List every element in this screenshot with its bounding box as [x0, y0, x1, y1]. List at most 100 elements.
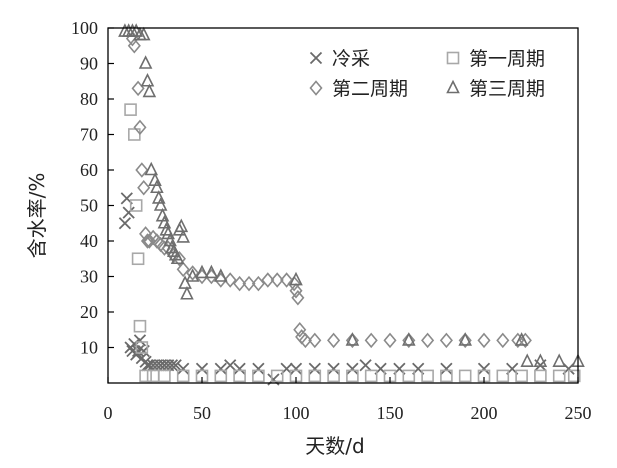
data-point: [131, 252, 145, 266]
data-point: [477, 332, 491, 349]
data-point: [345, 332, 360, 346]
data-point: [359, 359, 372, 372]
legend-label: 第二周期: [332, 78, 408, 100]
data-point: [364, 369, 378, 383]
legend-item: 第三周期: [446, 78, 545, 100]
data-point: [242, 275, 256, 292]
data-point: [496, 332, 510, 349]
data-point: [180, 285, 194, 300]
y-tick-label: 90: [80, 54, 98, 74]
series-1: [118, 192, 575, 386]
data-point: [439, 332, 453, 349]
data-point: [345, 332, 359, 349]
data-point: [170, 250, 185, 265]
legend-item: 冷采: [309, 48, 370, 70]
legend-marker: [446, 51, 460, 65]
data-point: [287, 275, 301, 292]
data-point: [176, 369, 190, 383]
data-point: [204, 264, 219, 279]
data-point: [136, 26, 151, 41]
data-point: [520, 353, 535, 367]
data-point: [128, 337, 141, 351]
data-point: [518, 332, 532, 349]
x-tick-label: 200: [471, 403, 498, 423]
data-point: [402, 332, 416, 349]
data-point: [214, 369, 228, 383]
data-point: [137, 180, 151, 196]
data-point: [552, 369, 566, 383]
legend-label: 第三周期: [469, 78, 545, 100]
y-tick-label: 100: [71, 18, 98, 38]
data-point: [130, 348, 143, 361]
data-point: [150, 179, 164, 194]
data-point: [140, 72, 155, 87]
data-point: [402, 332, 416, 346]
data-point: [280, 272, 294, 288]
data-point: [185, 268, 200, 282]
data-point: [165, 359, 179, 372]
data-point: [176, 261, 190, 278]
data-point: [327, 332, 341, 349]
x-tick-label: 0: [104, 403, 113, 423]
data-point: [158, 369, 171, 383]
data-point: [195, 264, 209, 279]
data-point: [169, 359, 182, 372]
data-point: [176, 229, 190, 243]
data-point: [327, 362, 340, 375]
data-point: [514, 332, 529, 346]
data-point: [308, 362, 321, 375]
data-point: [440, 369, 453, 383]
data-point: [233, 369, 246, 383]
data-point: [131, 80, 145, 97]
data-point: [308, 369, 322, 383]
data-point: [139, 226, 153, 242]
legend-marker: [446, 79, 460, 94]
data-point: [174, 218, 189, 233]
data-point: [298, 332, 312, 349]
data-point: [140, 233, 155, 249]
data-point: [153, 197, 168, 211]
x-tick-label: 150: [377, 403, 404, 423]
data-point: [567, 369, 581, 383]
data-point: [186, 265, 200, 281]
y-tick-label: 60: [80, 160, 98, 180]
x-tick-label: 100: [283, 403, 310, 423]
data-point: [233, 362, 246, 375]
data-point: [477, 362, 491, 375]
data-point: [289, 271, 303, 286]
legend-label: 第一周期: [469, 48, 545, 70]
data-point: [270, 369, 284, 383]
data-point: [270, 272, 284, 288]
y-tick-label: 20: [80, 302, 98, 322]
data-point: [122, 206, 135, 219]
data-point: [291, 290, 305, 306]
data-point: [515, 369, 528, 383]
data-point: [146, 369, 160, 383]
data-point: [458, 332, 472, 349]
data-point: [496, 369, 510, 383]
data-point: [214, 362, 227, 375]
y-tick-label: 80: [80, 89, 98, 109]
y-tick-label: 70: [80, 125, 98, 145]
series-4: [118, 23, 585, 367]
data-point: [252, 362, 265, 375]
legend-label: 冷采: [332, 48, 370, 70]
data-point: [144, 161, 159, 176]
data-point: [308, 332, 322, 349]
data-point: [127, 38, 141, 54]
ticks-layer: 0 50 100 150 200 250 10 20 30 40 50 60 70 80 90 100: [71, 18, 592, 423]
data-point: [458, 369, 472, 383]
data-point: [124, 103, 137, 116]
legend-item: 第一周期: [446, 48, 545, 70]
data-point: [534, 369, 547, 383]
data-point: [261, 272, 275, 288]
data-point: [293, 322, 307, 338]
data-point: [364, 332, 378, 349]
legend-marker: [309, 80, 323, 96]
data-point: [251, 275, 265, 292]
data-point: [289, 362, 303, 375]
x-tick-label: 250: [565, 403, 592, 423]
data-point: [141, 359, 154, 372]
data-point: [552, 353, 566, 367]
data-point: [289, 282, 303, 299]
